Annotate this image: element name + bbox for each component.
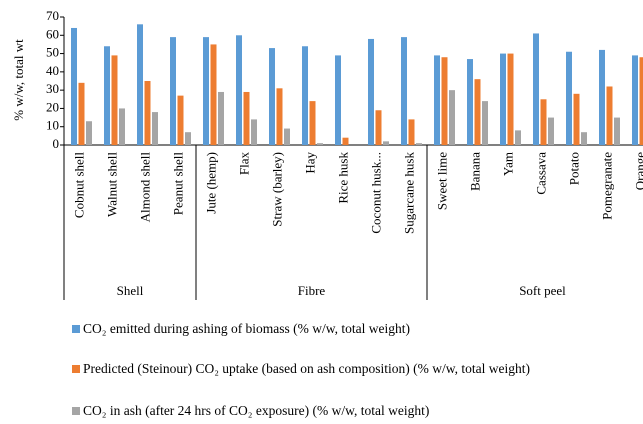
bar [284, 128, 290, 145]
bar [632, 55, 638, 145]
bar [185, 132, 191, 145]
bar [573, 93, 580, 145]
x-tick-label: Walnut shell [104, 152, 119, 217]
bar [251, 119, 257, 145]
bar [581, 132, 587, 145]
bar [408, 119, 415, 145]
bar [309, 101, 316, 145]
bar [302, 46, 308, 145]
bar [203, 37, 209, 145]
y-tick-label: 0 [53, 136, 60, 151]
bar [474, 79, 481, 145]
bar [276, 88, 283, 145]
bar [375, 110, 382, 145]
group-label: Shell [117, 283, 144, 298]
x-tick-label: Peanut shell [170, 152, 185, 216]
bar [119, 108, 125, 145]
x-tick-label: Almond shell [137, 152, 152, 223]
x-tick-label: Yam [500, 152, 515, 176]
bar [210, 44, 217, 145]
bar [599, 49, 605, 145]
x-tick-label: Flax [236, 152, 251, 176]
bar [335, 55, 341, 145]
x-tick-label: Jute (hemp) [203, 152, 218, 214]
bar [342, 137, 349, 145]
bar [71, 27, 77, 145]
y-tick-label: 50 [46, 45, 59, 60]
legend-label: CO₂ in ash (after 24 hrs of CO₂ exposure… [83, 403, 430, 418]
bar [177, 95, 184, 145]
bar [401, 37, 407, 145]
legend-label: Predicted (Steinour) CO₂ uptake (based o… [83, 361, 530, 376]
bar [548, 117, 554, 145]
y-tick-label: 10 [46, 118, 59, 133]
y-tick-label: 40 [46, 63, 59, 78]
bar [533, 33, 539, 146]
bar [317, 143, 323, 145]
bar [515, 130, 521, 145]
bar [383, 141, 389, 145]
group-label: Soft peel [519, 283, 566, 298]
x-tick-label: Sugarcane husk [401, 152, 416, 234]
bar [243, 91, 250, 145]
x-tick-label: Banana [467, 152, 482, 191]
x-tick-label: Rice husk [335, 152, 350, 204]
bar [137, 24, 143, 145]
bar [236, 35, 242, 145]
y-tick-label: 70 [46, 8, 59, 23]
bar [467, 59, 473, 145]
legend-swatch [72, 325, 80, 333]
bar [540, 99, 547, 145]
x-tick-label: Orange [632, 152, 643, 190]
x-tick-label: Cassava [533, 152, 548, 195]
x-tick-label: Hay [302, 152, 317, 174]
bar [111, 55, 118, 145]
bar [218, 91, 224, 145]
bar [482, 101, 488, 145]
bar [86, 121, 92, 145]
x-tick-label: Sweet lime [434, 152, 449, 210]
bar [639, 57, 643, 145]
y-tick-label: 30 [46, 81, 59, 96]
bar [78, 82, 85, 145]
bar [449, 90, 455, 145]
x-tick-label: Coconut husk... [368, 152, 383, 234]
bar [368, 38, 374, 145]
legend-label: CO₂ emitted during ashing of biomass (% … [83, 321, 411, 336]
y-axis-label: % w/w, total wt [11, 39, 26, 121]
bar [500, 53, 506, 146]
bar [104, 46, 110, 145]
y-tick-label: 60 [46, 26, 59, 41]
x-tick-label: Potato [566, 152, 581, 185]
bar [606, 86, 613, 145]
bar [170, 37, 176, 145]
legend-swatch [72, 365, 80, 373]
legend-item: CO₂ emitted during ashing of biomass (% … [72, 320, 627, 337]
legend-swatch [72, 407, 80, 415]
bar [434, 55, 440, 145]
bar [614, 117, 620, 145]
bar [416, 143, 422, 145]
bar [507, 53, 514, 146]
x-tick-label: Pomegranate [599, 152, 614, 220]
bar [269, 48, 275, 146]
bar [144, 81, 151, 145]
bar [566, 51, 572, 145]
x-tick-label: Straw (barley) [269, 152, 284, 227]
x-tick-label: Cobnut shell [71, 152, 86, 218]
legend-item: CO₂ in ash (after 24 hrs of CO₂ exposure… [72, 402, 627, 419]
group-label: Fibre [298, 283, 326, 298]
bar [152, 112, 158, 145]
y-tick-label: 20 [46, 99, 59, 114]
bar [441, 57, 448, 145]
legend-item: Predicted (Steinour) CO₂ uptake (based o… [72, 360, 627, 377]
